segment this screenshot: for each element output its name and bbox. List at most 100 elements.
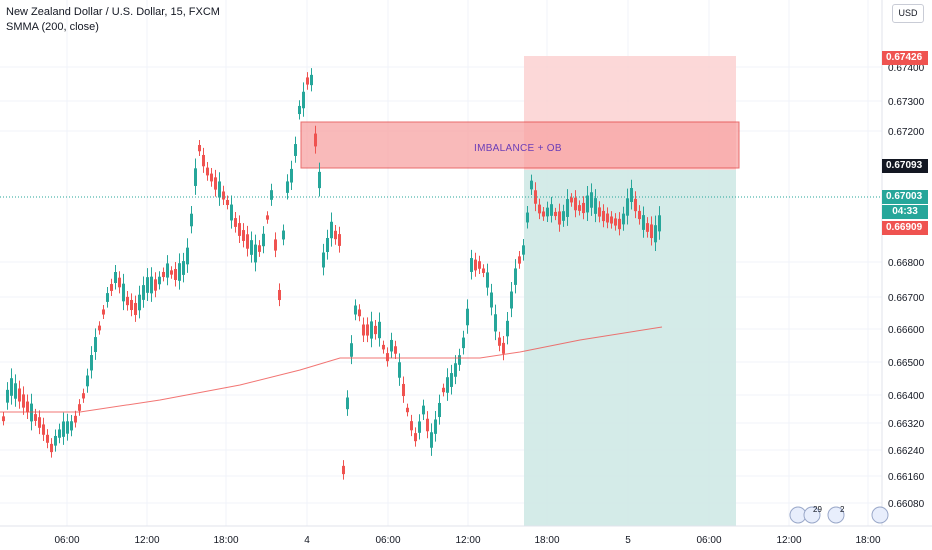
flag-icon[interactable] [827, 506, 845, 524]
stop-price-tag: 0.66909 [882, 221, 928, 235]
candle-body [578, 205, 581, 211]
price-tick-label: 0.66400 [888, 391, 925, 402]
chart-legend: New Zealand Dollar / U.S. Dollar, 15, FX… [6, 5, 220, 35]
candle-body [278, 289, 281, 301]
candle-body [658, 215, 661, 232]
candle-body [466, 308, 469, 326]
candle-body [302, 91, 305, 109]
candle-body [6, 389, 9, 403]
candle-body [186, 247, 189, 265]
candle-body [110, 284, 113, 291]
price-tick-label: 0.66600 [888, 325, 925, 336]
time-axis[interactable]: 06:00 12:00 18:00 4 06:00 12:00 18:00 5 06:00 12:… [54, 535, 880, 546]
candle-body [194, 168, 197, 186]
candle-body [134, 303, 137, 315]
candle-body [270, 190, 273, 200]
candle-body [230, 204, 233, 221]
candle-body [34, 414, 37, 421]
candle-body [146, 277, 149, 293]
candle-body [638, 210, 641, 220]
candle-body [106, 293, 109, 302]
candle-body [210, 173, 213, 182]
price-tick-label: 0.66320 [888, 419, 925, 430]
candle-body [322, 252, 325, 268]
candle-body [546, 207, 549, 217]
candle-body [154, 279, 157, 291]
economic-events[interactable]: 29 2 [789, 505, 889, 524]
indicator-label[interactable]: SMMA (200, close) [6, 21, 99, 33]
candle-body [378, 321, 381, 339]
candle-body [78, 404, 81, 411]
candle-body [470, 258, 473, 272]
candle-body [462, 337, 465, 349]
candle-body [138, 294, 141, 311]
price-axis[interactable]: 0.67400 0.67300 0.67200 0.66800 0.66700 0.666… [888, 63, 925, 510]
candle-body [446, 377, 449, 393]
currency-button[interactable]: USD [892, 4, 924, 23]
candle-body [42, 424, 45, 435]
candle-body [410, 421, 413, 431]
candle-body [610, 216, 613, 224]
time-tick-label: 12:00 [776, 535, 801, 546]
candle-body [206, 167, 209, 176]
candle-body [390, 339, 393, 352]
price-tick-label: 0.67200 [888, 127, 925, 138]
candle-body [550, 204, 553, 216]
candle-body [506, 320, 509, 337]
event-count: 2 [840, 505, 845, 514]
current-price-tag: 0.67003 [882, 190, 928, 204]
flag-icon[interactable] [803, 506, 821, 524]
candle-body [170, 270, 173, 275]
position-stop-zone[interactable] [524, 170, 736, 526]
candle-body [358, 309, 361, 317]
candle-body [630, 188, 633, 202]
candle-body [530, 180, 533, 190]
candle-body [566, 199, 569, 217]
imbalance-zone[interactable] [300, 121, 740, 169]
candle-body [178, 263, 181, 281]
candle-body [266, 215, 269, 220]
candle-body [190, 213, 193, 227]
candle-body [202, 154, 205, 167]
candle-body [46, 434, 49, 443]
candle-body [406, 407, 409, 413]
candle-body [426, 418, 429, 432]
candle-body [102, 309, 105, 315]
candle-body [634, 198, 637, 212]
candle-body [338, 234, 341, 246]
candle-body [490, 292, 493, 308]
candle-body [218, 181, 221, 198]
time-tick-label: 12:00 [455, 535, 480, 546]
candle-body [318, 171, 321, 189]
candle-body [402, 383, 405, 397]
candle-body [150, 276, 153, 294]
candle-body [622, 213, 625, 225]
candle-body [354, 305, 357, 315]
flag-icon[interactable] [871, 506, 889, 524]
candle-body [522, 245, 525, 255]
candle-body [214, 177, 217, 190]
candle-body [334, 230, 337, 240]
candle-body [262, 233, 265, 247]
candle-body [330, 221, 333, 239]
candle-body [646, 223, 649, 232]
time-tick-label: 12:00 [134, 535, 159, 546]
time-tick-label: 5 [625, 535, 631, 546]
price-tick-label: 0.66700 [888, 293, 925, 304]
candle-body [498, 337, 501, 346]
candle-body [74, 415, 77, 423]
candle-body [234, 218, 237, 227]
candle-body [22, 394, 25, 408]
price-tick-label: 0.66240 [888, 446, 925, 457]
candle-body [314, 133, 317, 147]
target-price-tag: 0.67426 [882, 51, 928, 65]
candle-body [182, 261, 185, 275]
candle-body [482, 268, 485, 273]
candle-body [238, 223, 241, 236]
candle-body [274, 239, 277, 251]
candle-body [574, 197, 577, 211]
symbol-title[interactable]: New Zealand Dollar / U.S. Dollar, 15, FX… [6, 6, 220, 18]
candle-body [122, 283, 125, 302]
candle-body [582, 202, 585, 214]
